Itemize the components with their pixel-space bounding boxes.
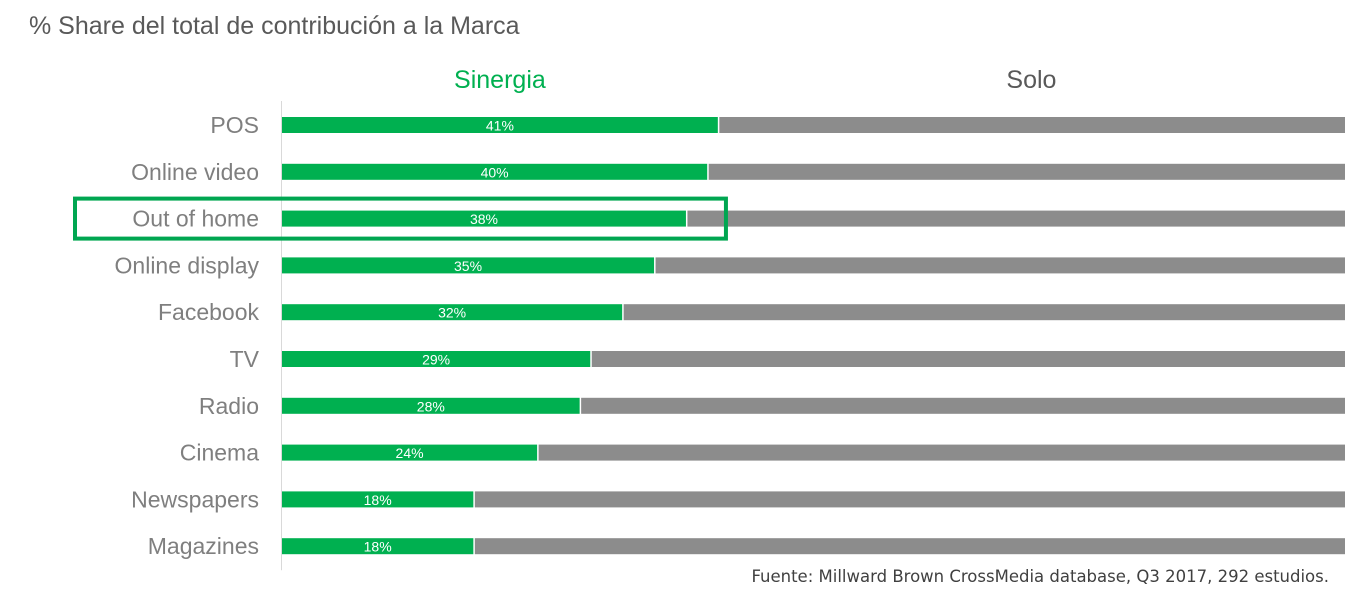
data-label-sinergia: 24% <box>396 445 424 461</box>
source-note: Fuente: Millward Brown CrossMedia databa… <box>751 567 1329 586</box>
data-label-sinergia: 18% <box>364 492 392 508</box>
legend-sinergia: Sinergia <box>454 66 546 94</box>
bar-sinergia <box>282 397 580 414</box>
bar-sinergia <box>282 491 474 508</box>
category-label: Radio <box>199 393 259 419</box>
bar-sinergia <box>282 257 655 274</box>
data-label-sinergia: 28% <box>417 398 445 414</box>
chart-title: % Share del total de contribución a la M… <box>29 12 520 40</box>
bar-sinergia <box>282 210 686 227</box>
category-label: POS <box>210 112 259 138</box>
category-label: TV <box>230 346 260 372</box>
bar-solo <box>581 397 1345 414</box>
data-label-sinergia: 18% <box>364 539 392 555</box>
bar-solo <box>474 491 1346 508</box>
bar-solo <box>591 351 1345 367</box>
category-label: Online video <box>131 159 259 185</box>
bar-sinergia <box>282 538 474 555</box>
bar-solo <box>655 257 1345 274</box>
bar-solo <box>687 210 1345 227</box>
bar-solo <box>538 444 1345 461</box>
bar-sinergia <box>282 117 718 133</box>
data-label-sinergia: 35% <box>454 258 482 274</box>
category-label: Facebook <box>158 299 260 325</box>
highlight-box <box>73 196 728 241</box>
category-label: Cinema <box>180 440 259 466</box>
bar-solo <box>474 538 1346 555</box>
legend-solo: Solo <box>1006 66 1056 94</box>
category-label: Magazines <box>148 533 259 559</box>
bar-sinergia <box>282 163 708 180</box>
data-label-sinergia: 41% <box>486 118 514 134</box>
bar-solo <box>708 163 1345 180</box>
bar-solo <box>623 304 1345 321</box>
bar-sinergia <box>282 444 538 461</box>
bar-sinergia <box>282 351 591 367</box>
category-label: Newspapers <box>131 486 259 512</box>
data-label-sinergia: 32% <box>438 305 466 321</box>
data-label-sinergia: 29% <box>422 352 450 368</box>
category-label: Online display <box>115 252 260 278</box>
data-label-sinergia: 40% <box>481 164 509 180</box>
category-label: Out of home <box>132 206 259 232</box>
bar-solo <box>719 117 1345 133</box>
bar-sinergia <box>282 304 623 321</box>
data-label-sinergia: 38% <box>470 211 498 227</box>
